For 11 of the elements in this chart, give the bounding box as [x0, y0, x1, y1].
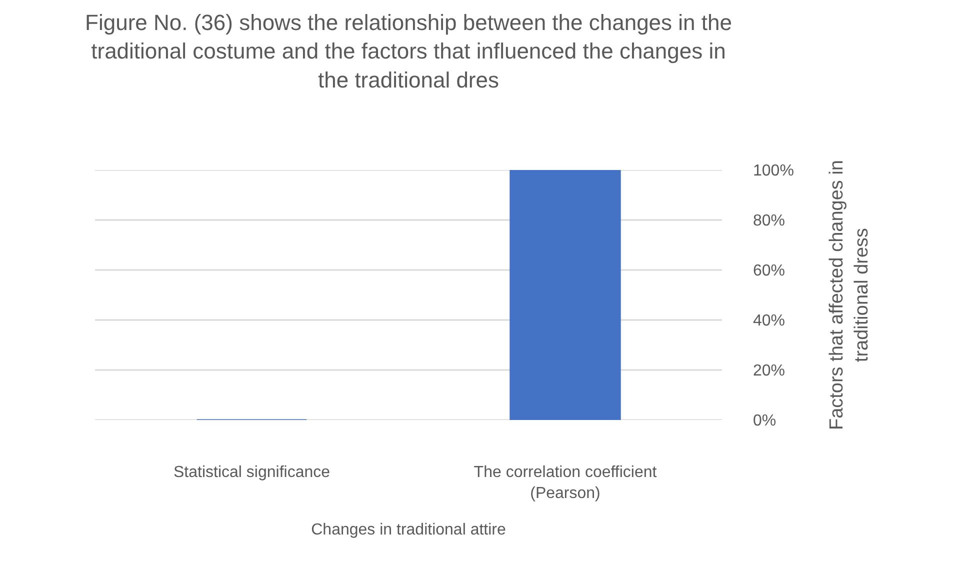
y-tick-label: 100% [753, 162, 794, 180]
chart-title: Figure No. (36) shows the relationship between the changes in the traditional costume and the factors that influenced the changes in the traditional dres [85, 10, 732, 92]
y-tick-label: 0% [753, 412, 776, 430]
y-tick-label: 40% [753, 312, 786, 330]
y-tick-label: 80% [753, 212, 786, 230]
x-tick-label: The correlation coefficient (Pearson) [474, 464, 658, 502]
y-tick-label: 60% [753, 262, 786, 280]
y-tick-label: 20% [753, 362, 786, 380]
x-axis-title: Changes in traditional attire [311, 522, 506, 538]
y-axis-title: Factors that affected changes in traditional dress [826, 160, 872, 430]
x-tick-label: Statistical significance [173, 464, 330, 481]
